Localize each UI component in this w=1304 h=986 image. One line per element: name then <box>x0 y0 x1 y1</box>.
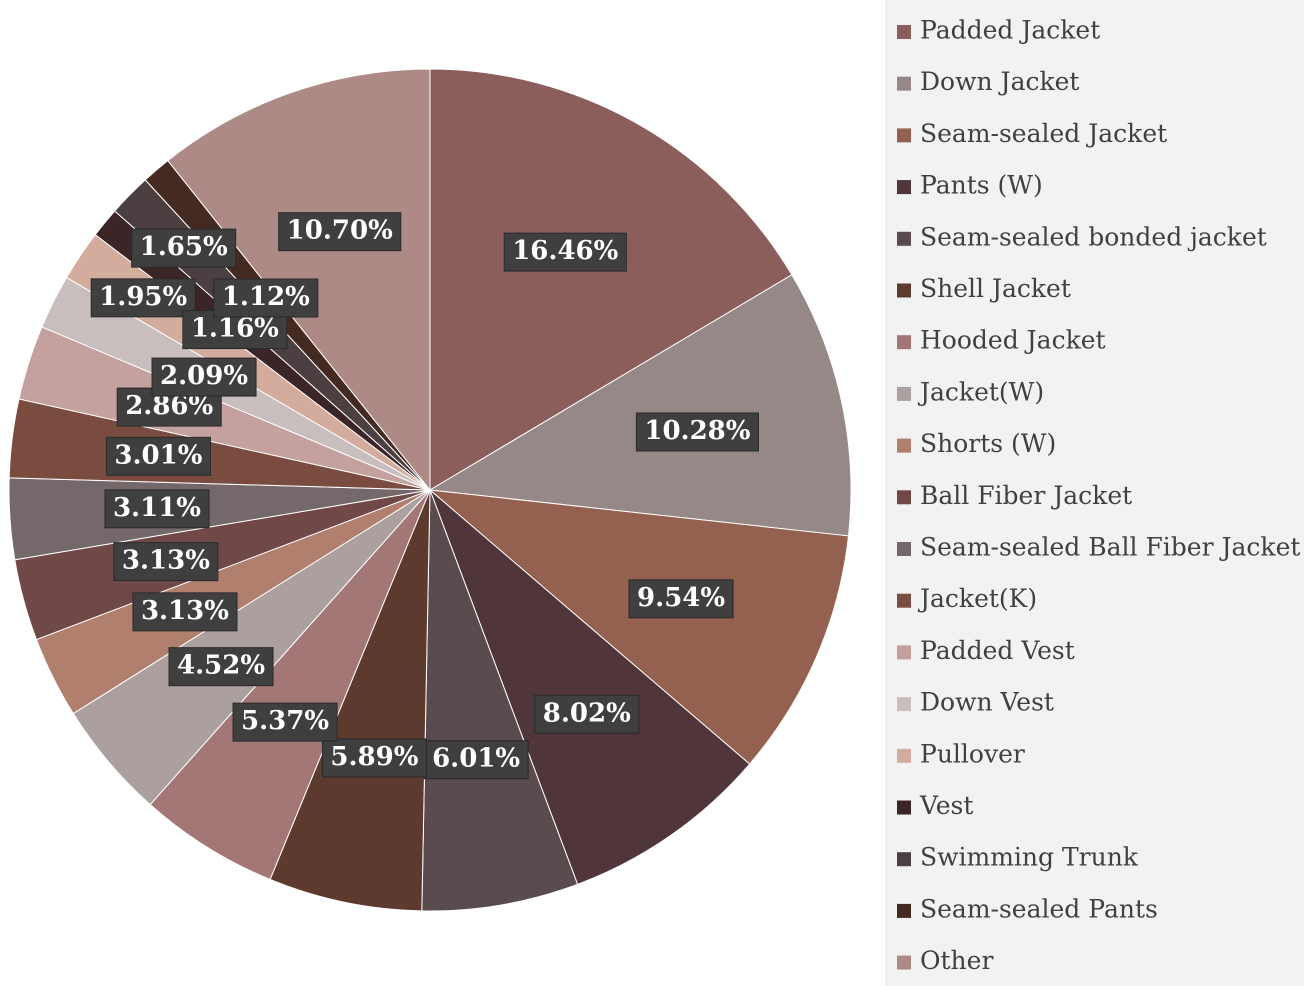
data-label-text: 3.11% <box>113 493 201 523</box>
data-label-box <box>168 647 274 687</box>
legend-label: Padded Vest <box>920 636 1075 665</box>
data-label-box <box>232 702 338 742</box>
legend-swatch <box>897 283 911 298</box>
data-label-text: 2.09% <box>160 361 248 391</box>
legend-swatch <box>897 852 911 867</box>
legend-swatch <box>897 490 911 505</box>
legend-label: Jacket(W) <box>917 377 1044 406</box>
legend-label: Swimming Trunk <box>920 843 1139 872</box>
legend-label: Seam-sealed Jacket <box>920 119 1167 148</box>
data-label-text: 5.37% <box>241 706 329 736</box>
legend-swatch <box>897 335 911 350</box>
data-label: 1.12% <box>213 278 319 318</box>
data-label: 3.11% <box>104 489 210 529</box>
legend-label: Ball Fiber Jacket <box>920 481 1132 510</box>
data-label: 9.54% <box>628 579 734 619</box>
legend-swatch <box>897 25 911 39</box>
pie-slice <box>421 489 579 912</box>
data-label-text: 5.89% <box>330 742 418 772</box>
legend-swatch <box>897 903 911 918</box>
data-label-box <box>90 278 196 318</box>
data-label: 5.37% <box>232 702 338 742</box>
data-label: 6.01% <box>423 740 529 780</box>
legend-label: Shorts (W) <box>920 429 1056 458</box>
legend-label: Hooded Jacket <box>920 326 1106 355</box>
legend-label: Down Jacket <box>920 67 1079 96</box>
data-label: 2.09% <box>151 357 257 397</box>
data-label-box <box>503 232 627 272</box>
data-label-box <box>321 738 427 778</box>
data-label-text: 9.54% <box>637 583 725 613</box>
data-label-text: 3.13% <box>122 546 210 576</box>
data-label-box <box>113 542 219 582</box>
data-label-box <box>213 278 319 318</box>
legend-label: Padded Jacket <box>920 16 1100 45</box>
data-label: 8.02% <box>534 694 640 734</box>
data-label-box <box>635 412 759 452</box>
legend-label: Other <box>920 946 993 975</box>
data-label-box <box>151 357 257 397</box>
legend-swatch <box>897 645 911 660</box>
data-label-text: 6.01% <box>432 744 520 774</box>
data-label-text: 8.02% <box>543 698 631 728</box>
legend-swatch <box>897 386 911 401</box>
data-label: 1.95% <box>90 278 196 318</box>
legend-label: Seam-sealed Ball Fiber Jacket <box>920 533 1300 562</box>
legend-swatch <box>897 180 911 195</box>
data-label: 1.65% <box>131 228 237 268</box>
legend-swatch <box>897 593 911 608</box>
data-label-text: 1.12% <box>222 282 310 312</box>
pie-slice <box>428 274 852 537</box>
legend-label: Seam-sealed bonded jacket <box>920 222 1267 251</box>
legend-label: Down Vest <box>920 688 1054 717</box>
data-label: 5.89% <box>321 738 427 778</box>
data-label: 3.01% <box>105 436 211 476</box>
data-label-text: 10.28% <box>644 416 750 446</box>
data-label-text: 4.52% <box>177 651 265 681</box>
legend-swatch <box>897 438 911 453</box>
legend-swatch <box>897 748 911 763</box>
data-label-text: 10.70% <box>287 216 393 246</box>
data-label-text: 1.65% <box>140 232 228 262</box>
pie-slice <box>429 489 751 885</box>
legend-swatch <box>897 800 911 815</box>
legend-swatch <box>897 697 911 712</box>
legend-label: Pants (W) <box>920 171 1043 200</box>
pie-slice <box>149 489 431 881</box>
legend-swatch <box>897 542 911 556</box>
pie-slice <box>428 489 850 765</box>
legend-label: Jacket(K) <box>917 584 1037 613</box>
legend-swatch <box>897 76 911 91</box>
data-label-text: 3.01% <box>114 440 202 470</box>
legend-swatch <box>897 231 911 246</box>
data-label-box <box>104 489 210 529</box>
data-label-box <box>628 579 734 619</box>
pie-slice <box>429 68 793 491</box>
legend-label: Shell Jacket <box>920 274 1071 303</box>
data-label: 10.28% <box>635 412 759 452</box>
data-label-text: 1.95% <box>99 282 187 312</box>
data-label-box <box>131 228 237 268</box>
legend-box <box>885 0 1304 986</box>
data-label-box <box>278 212 402 252</box>
data-label: 10.70% <box>278 212 402 252</box>
pie-slice <box>269 489 431 912</box>
legend-label: Seam-sealed Pants <box>920 894 1158 923</box>
data-label-box <box>105 436 211 476</box>
data-label-box <box>534 694 640 734</box>
data-label-text: 16.46% <box>512 236 618 266</box>
data-label-box <box>132 592 238 632</box>
data-label-text: 1.16% <box>191 314 279 344</box>
data-label: 16.46% <box>503 232 627 272</box>
data-label: 3.13% <box>113 542 219 582</box>
data-label-text: 3.13% <box>141 596 229 626</box>
data-label: 3.13% <box>132 592 238 632</box>
legend-label: Pullover <box>920 739 1025 768</box>
data-label: 4.52% <box>168 647 274 687</box>
legend-swatch <box>897 955 911 970</box>
legend-swatch <box>897 128 911 143</box>
legend-label: Vest <box>919 791 973 820</box>
